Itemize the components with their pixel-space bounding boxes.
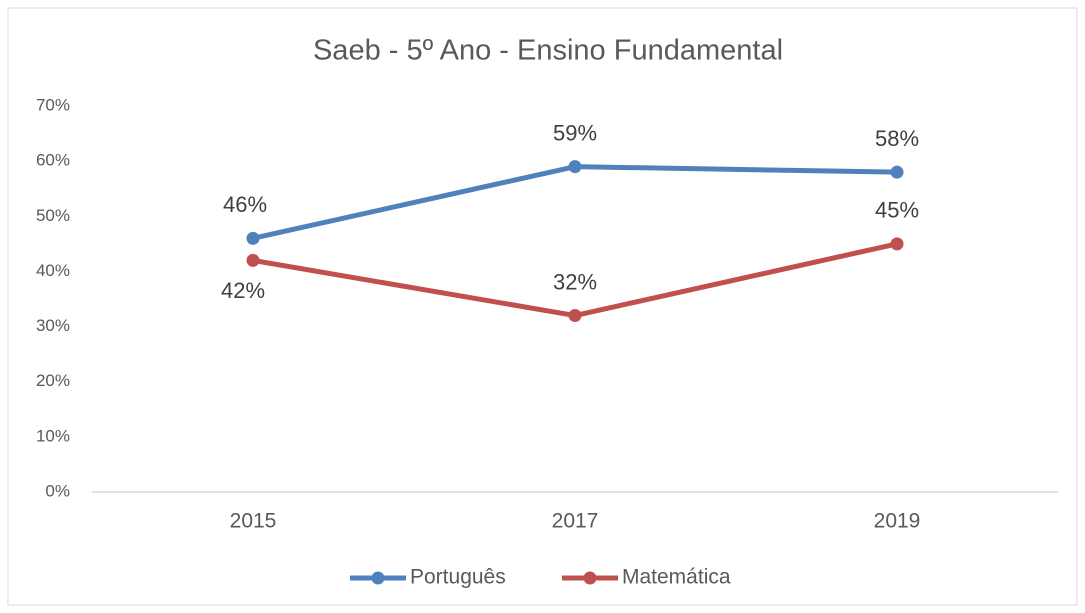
data-label: 32% xyxy=(553,269,597,294)
data-label: 42% xyxy=(221,278,265,303)
y-tick-label: 20% xyxy=(36,371,70,390)
y-tick-label: 30% xyxy=(36,316,70,335)
data-point xyxy=(246,231,260,245)
data-label: 58% xyxy=(875,126,919,151)
y-tick-label: 70% xyxy=(36,95,70,114)
legend-marker xyxy=(371,571,385,585)
data-label: 46% xyxy=(223,192,267,217)
data-point xyxy=(568,160,582,174)
chart-frame xyxy=(7,7,1078,606)
data-label: 45% xyxy=(875,198,919,223)
y-tick-label: 0% xyxy=(45,481,70,500)
data-point xyxy=(568,309,582,323)
y-tick-label: 10% xyxy=(36,426,70,445)
legend-marker xyxy=(583,571,597,585)
data-point xyxy=(890,165,904,179)
y-tick-label: 60% xyxy=(36,151,70,170)
data-point xyxy=(890,237,904,251)
chart-title: Saeb - 5º Ano - Ensino Fundamental xyxy=(313,35,783,67)
data-label: 59% xyxy=(553,120,597,145)
legend-label: Português xyxy=(410,566,506,589)
data-point xyxy=(246,253,260,267)
y-tick-label: 40% xyxy=(36,261,70,280)
x-tick-label: 2019 xyxy=(874,510,921,533)
x-tick-label: 2017 xyxy=(552,510,599,533)
legend-label: Matemática xyxy=(622,566,731,589)
x-tick-label: 2015 xyxy=(230,510,277,533)
y-tick-label: 50% xyxy=(36,206,70,225)
